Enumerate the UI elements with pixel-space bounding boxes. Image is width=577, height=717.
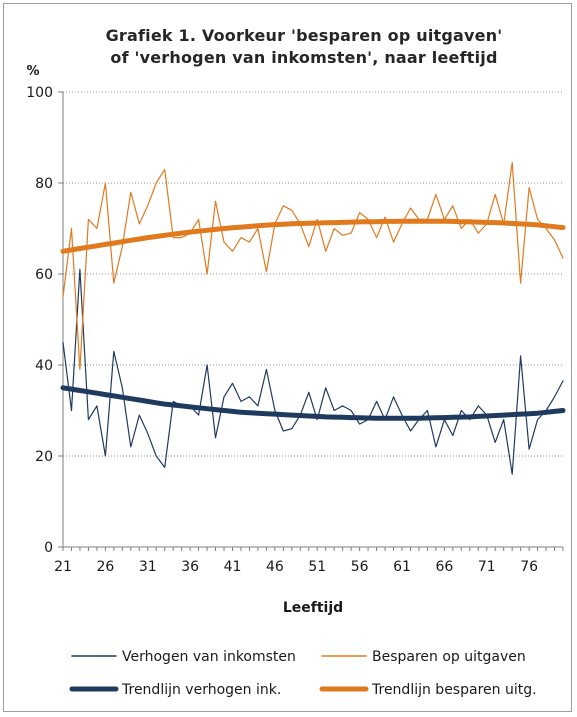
x-tick-label-46: 46 [266,559,284,575]
line-chart: 0 20 40 60 80 100% 21 26 31 36 41 46 51 56 61 66 71 76 Lee… [26,64,566,698]
x-tick-label-41: 41 [224,559,242,575]
y-unit-label: % [26,64,39,79]
legend-label-trendlijn-verhogen-ink-: Trendlijn verhogen ink. [121,682,281,698]
chart-title-line-1: Grafiek 1. Voorkeur 'besparen op uitgave… [105,26,503,45]
legend-label-verhogen-van-inkomsten: Verhogen van inkomsten [122,649,296,665]
x-tick-label-21: 21 [54,559,72,575]
axes: 0 20 40 60 80 100% 21 26 31 36 41 46 51 56 61 66 71 76 Lee… [26,64,564,616]
y-tick-label-20: 20 [35,449,53,465]
series-line-besparen-op-uitgaven [62,161,564,371]
x-tick-label-36: 36 [181,559,199,575]
series-line-trendlijn-besparen-uitg- [60,218,566,254]
series-lines [60,161,566,475]
gridlines [63,91,563,457]
x-tick-label-61: 61 [393,559,411,575]
legend-label-trendlijn-besparen-uitg-: Trendlijn besparen uitg. [371,682,537,698]
legend-label-besparen-op-uitgaven: Besparen op uitgaven [372,649,526,665]
y-tick-label-80: 80 [35,176,53,192]
x-axis-label: Leeftijd [283,600,343,616]
y-tick-label-0: 0 [44,540,53,556]
x-tick-label-71: 71 [478,559,496,575]
x-tick-label-76: 76 [520,559,538,575]
series-line-verhogen-van-inkomsten [62,268,564,475]
series-line-trendlijn-verhogen-ink- [60,385,566,421]
x-tick-label-56: 56 [351,559,369,575]
legend: Verhogen van inkomsten Besparen op uitgav… [69,649,537,698]
x-tick-label-51: 51 [308,559,326,575]
y-tick-label-100: 100 [26,85,53,101]
chart-figure: Grafiek 1. Voorkeur 'besparen op uitgave… [3,3,572,712]
x-tick-label-66: 66 [435,559,453,575]
y-tick-label-40: 40 [35,358,53,374]
x-tick-label-31: 31 [139,559,157,575]
chart-title-line-2: of 'verhogen van inkomsten', naar leefti… [110,48,498,67]
x-tick-label-26: 26 [96,559,114,575]
y-tick-label-60: 60 [35,267,53,283]
